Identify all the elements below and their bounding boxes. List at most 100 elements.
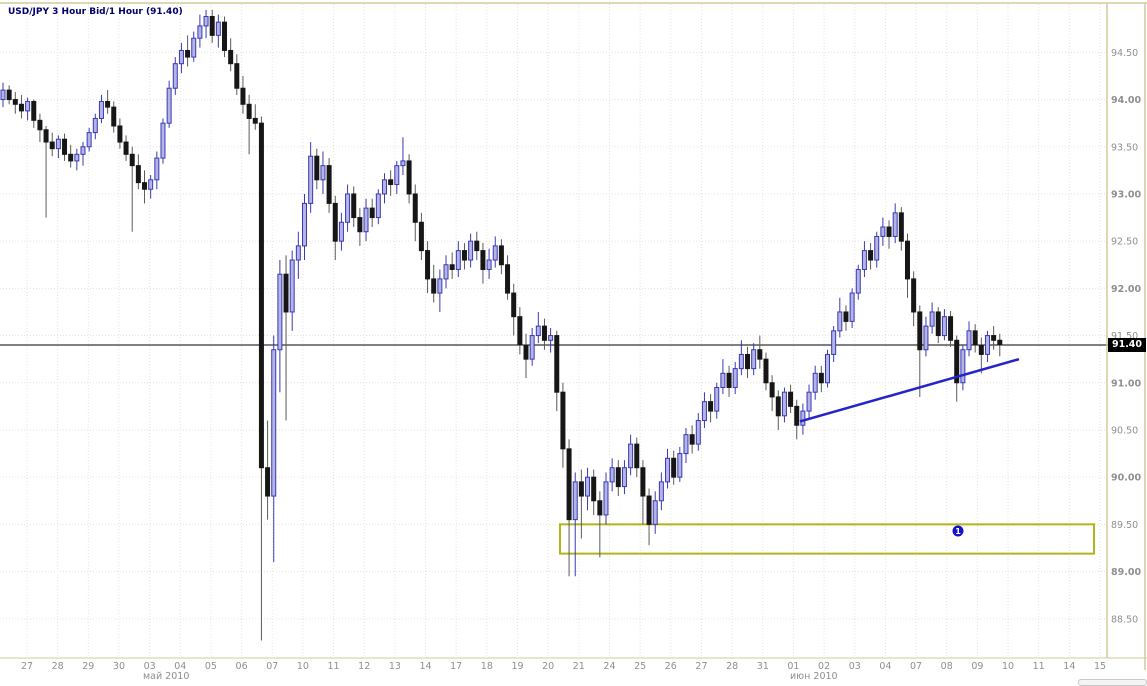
candle-body: [541, 325, 547, 341]
date-label[interactable]: 10: [297, 661, 309, 672]
date-label[interactable]: 29: [82, 661, 94, 672]
price-label[interactable]: 94.50: [1111, 48, 1138, 59]
sequence-marker[interactable]: [952, 525, 964, 537]
candle: [289, 250, 295, 331]
candle-body: [129, 153, 135, 167]
candle-body: [923, 325, 929, 351]
date-label[interactable]: 03: [849, 661, 861, 672]
date-label[interactable]: 10: [1002, 661, 1014, 672]
candle-body: [369, 207, 375, 219]
candle: [634, 437, 640, 478]
candle-body: [837, 311, 843, 332]
date-label[interactable]: 03: [144, 661, 156, 672]
candle-body: [332, 202, 338, 242]
chart-title: USD/JPY 3 Hour Bid/1 Hour (91.40): [8, 7, 183, 17]
candle-body: [480, 250, 486, 270]
date-label[interactable]: 02: [818, 661, 830, 672]
date-label[interactable]: 13: [389, 661, 401, 672]
date-label[interactable]: 14: [419, 661, 431, 672]
price-label[interactable]: 93.50: [1111, 142, 1138, 153]
candle: [388, 170, 394, 196]
candle: [757, 335, 763, 369]
candle-body: [812, 372, 818, 393]
date-label[interactable]: 07: [266, 661, 278, 672]
date-label[interactable]: 15: [1094, 661, 1106, 672]
date-label[interactable]: 09: [971, 661, 983, 672]
date-label[interactable]: 05: [205, 661, 217, 672]
candle-body: [252, 117, 258, 124]
candle-body: [117, 125, 123, 143]
date-label[interactable]: 08: [941, 661, 953, 672]
date-label[interactable]: 12: [358, 661, 370, 672]
price-label[interactable]: 92.00: [1111, 284, 1141, 295]
candle: [720, 359, 726, 395]
date-label[interactable]: 27: [21, 661, 33, 672]
date-label[interactable]: 07: [910, 661, 922, 672]
candle-body: [222, 21, 228, 51]
candle-body: [80, 146, 86, 155]
date-label[interactable]: 21: [573, 661, 585, 672]
candle-body: [111, 106, 117, 127]
date-label[interactable]: 28: [726, 661, 738, 672]
candle: [929, 302, 935, 334]
date-label[interactable]: 20: [542, 661, 554, 672]
candle: [591, 469, 597, 515]
date-label[interactable]: 27: [695, 661, 707, 672]
candle: [972, 324, 978, 353]
candle-body: [978, 344, 984, 355]
price-label[interactable]: 89.50: [1111, 520, 1138, 531]
candle: [197, 14, 203, 48]
price-label[interactable]: 89.00: [1111, 567, 1141, 578]
candle-body: [505, 264, 511, 294]
candle-body: [265, 467, 271, 497]
candle: [480, 243, 486, 284]
date-label[interactable]: 28: [52, 661, 64, 672]
candle-body: [628, 443, 634, 469]
date-label[interactable]: 31: [757, 661, 769, 672]
candle-body: [228, 49, 234, 65]
date-label[interactable]: 06: [236, 661, 248, 672]
date-label[interactable]: 26: [665, 661, 677, 672]
date-label[interactable]: 04: [879, 661, 891, 672]
date-label[interactable]: 18: [481, 661, 493, 672]
horizontal-scrollbar-thumb[interactable]: [1078, 679, 1147, 686]
date-label[interactable]: 19: [511, 661, 523, 672]
date-label[interactable]: 11: [1033, 661, 1045, 672]
candle: [566, 439, 572, 577]
date-label[interactable]: 17: [450, 661, 462, 672]
candle: [185, 35, 191, 67]
price-label[interactable]: 91.50: [1111, 331, 1138, 342]
trendline[interactable]: [799, 357, 1020, 423]
candle-body: [74, 153, 80, 162]
price-label[interactable]: 94.00: [1111, 95, 1141, 106]
price-label[interactable]: 92.50: [1111, 237, 1138, 248]
candle: [732, 361, 738, 395]
candle-body: [701, 401, 707, 422]
candle: [960, 345, 966, 391]
candle-body: [671, 457, 677, 478]
candle: [246, 94, 252, 155]
date-label[interactable]: 01: [787, 661, 799, 672]
candle: [892, 203, 898, 244]
price-label[interactable]: 90.00: [1111, 473, 1141, 484]
candle-body: [695, 420, 701, 445]
date-label[interactable]: 14: [1063, 661, 1075, 672]
price-label[interactable]: 90.50: [1111, 425, 1138, 436]
candle-body: [843, 311, 849, 322]
date-label[interactable]: 11: [328, 661, 340, 672]
price-label[interactable]: 93.00: [1111, 189, 1141, 200]
candle-body: [492, 245, 498, 261]
candle-body: [37, 119, 43, 131]
date-label[interactable]: 04: [174, 661, 186, 672]
date-label[interactable]: 30: [113, 661, 125, 672]
support-zone-rectangle[interactable]: [559, 523, 1095, 555]
price-label[interactable]: 88.50: [1111, 614, 1138, 625]
candle-body: [98, 100, 104, 119]
date-label[interactable]: 24: [603, 661, 615, 672]
candle-body: [825, 353, 831, 384]
candle: [560, 382, 566, 468]
price-label[interactable]: 91.00: [1111, 378, 1141, 389]
candle-body: [283, 273, 289, 313]
date-label[interactable]: 25: [634, 661, 646, 672]
